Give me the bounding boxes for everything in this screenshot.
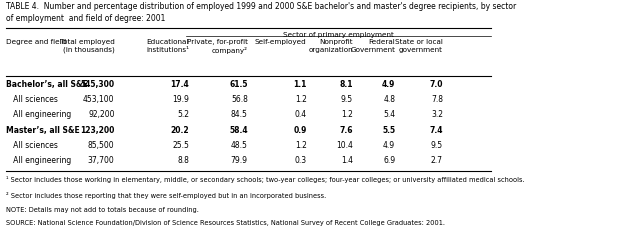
Text: 5.4: 5.4	[383, 110, 395, 119]
Text: Nonprofit
organization: Nonprofit organization	[308, 39, 353, 52]
Text: ¹ Sector includes those working in elementary, middle, or secondary schools; two: ¹ Sector includes those working in eleme…	[6, 176, 525, 183]
Text: TABLE 4.  Number and percentage distribution of employed 1999 and 2000 S&E bache: TABLE 4. Number and percentage distribut…	[6, 3, 516, 11]
Text: 58.4: 58.4	[229, 125, 248, 134]
Text: 0.3: 0.3	[294, 155, 307, 164]
Text: 7.8: 7.8	[431, 95, 443, 104]
Text: 2.7: 2.7	[431, 155, 443, 164]
Text: 1.2: 1.2	[295, 95, 307, 104]
Text: 20.2: 20.2	[170, 125, 189, 134]
Text: 123,200: 123,200	[80, 125, 115, 134]
Text: 79.9: 79.9	[231, 155, 248, 164]
Text: All sciences: All sciences	[6, 140, 58, 149]
Text: 4.8: 4.8	[383, 95, 395, 104]
Text: 7.0: 7.0	[430, 79, 443, 88]
Text: 4.9: 4.9	[382, 79, 395, 88]
Text: All engineering: All engineering	[6, 155, 71, 164]
Text: 10.4: 10.4	[336, 140, 353, 149]
Text: 1.4: 1.4	[341, 155, 353, 164]
Text: of employment  and field of degree: 2001: of employment and field of degree: 2001	[6, 14, 166, 23]
Text: Bachelor’s, all S&E: Bachelor’s, all S&E	[6, 79, 88, 88]
Text: 25.5: 25.5	[172, 140, 189, 149]
Text: 7.6: 7.6	[339, 125, 353, 134]
Text: 7.4: 7.4	[430, 125, 443, 134]
Text: 453,100: 453,100	[83, 95, 115, 104]
Text: All engineering: All engineering	[6, 110, 71, 119]
Text: State or local
government: State or local government	[395, 39, 443, 52]
Text: All sciences: All sciences	[6, 95, 58, 104]
Text: Private, for-profit
company²: Private, for-profit company²	[187, 39, 248, 54]
Text: 4.9: 4.9	[383, 140, 395, 149]
Text: 8.1: 8.1	[339, 79, 353, 88]
Text: 9.5: 9.5	[431, 140, 443, 149]
Text: 6.9: 6.9	[383, 155, 395, 164]
Text: 9.5: 9.5	[341, 95, 353, 104]
Text: 0.4: 0.4	[294, 110, 307, 119]
Text: 5.2: 5.2	[177, 110, 189, 119]
Text: 545,300: 545,300	[80, 79, 115, 88]
Text: 85,500: 85,500	[88, 140, 115, 149]
Text: 17.4: 17.4	[170, 79, 189, 88]
Text: 61.5: 61.5	[229, 79, 248, 88]
Text: Degree and field: Degree and field	[6, 39, 66, 45]
Text: 1.2: 1.2	[341, 110, 353, 119]
Text: ² Sector includes those reporting that they were self-employed but in an incorpo: ² Sector includes those reporting that t…	[6, 191, 327, 198]
Text: 0.9: 0.9	[293, 125, 307, 134]
Text: 5.5: 5.5	[382, 125, 395, 134]
Text: Master’s, all S&E: Master’s, all S&E	[6, 125, 80, 134]
Text: Self-employed: Self-employed	[255, 39, 307, 45]
Text: 1.1: 1.1	[293, 79, 307, 88]
Text: SOURCE: National Science Foundation/Division of Science Resources Statistics, Na: SOURCE: National Science Foundation/Divi…	[6, 219, 445, 225]
Text: 8.8: 8.8	[177, 155, 189, 164]
Text: 56.8: 56.8	[231, 95, 248, 104]
Text: 92,200: 92,200	[88, 110, 115, 119]
Text: NOTE: Details may not add to totals because of rounding.: NOTE: Details may not add to totals beca…	[6, 206, 199, 212]
Text: 37,700: 37,700	[88, 155, 115, 164]
Text: 19.9: 19.9	[172, 95, 189, 104]
Text: 48.5: 48.5	[231, 140, 248, 149]
Text: 1.2: 1.2	[295, 140, 307, 149]
Text: 3.2: 3.2	[431, 110, 443, 119]
Text: Federal
Government: Federal Government	[350, 39, 395, 52]
Text: Sector of primary employment: Sector of primary employment	[283, 32, 394, 38]
Text: Educational
institutions¹: Educational institutions¹	[146, 39, 189, 52]
Text: 84.5: 84.5	[231, 110, 248, 119]
Text: Total employed
(in thousands): Total employed (in thousands)	[60, 39, 115, 53]
